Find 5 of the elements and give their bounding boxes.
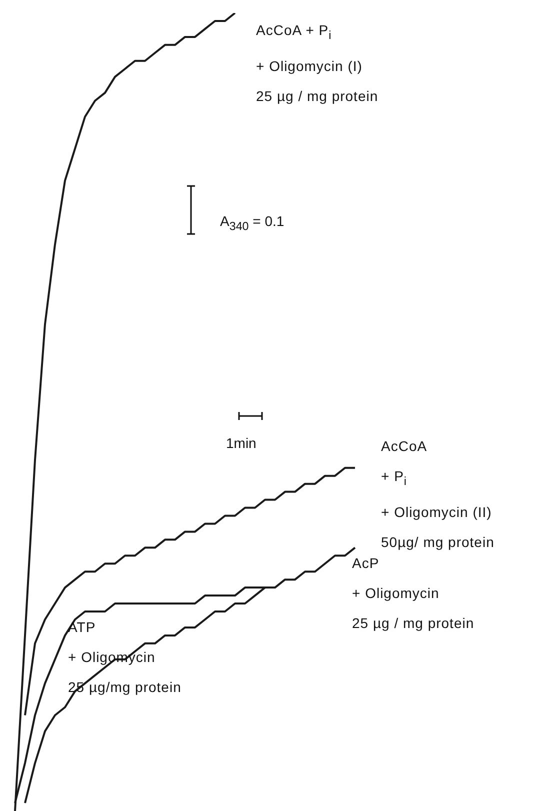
text: AcCoA + P$_{i}$ + Oligomycin (I) 25 µg / mg protein xyxy=(256,22,378,104)
annotation: 1min xyxy=(226,435,256,451)
annotation: A$_{340}$ = 0.1 xyxy=(220,213,284,233)
text: AcCoA + P$_{i}$ + Oligomycin (II) 50µg/ mg protein xyxy=(381,438,494,550)
series-label: AcP + Oligomycin 25 µg / mg protein xyxy=(352,554,474,633)
